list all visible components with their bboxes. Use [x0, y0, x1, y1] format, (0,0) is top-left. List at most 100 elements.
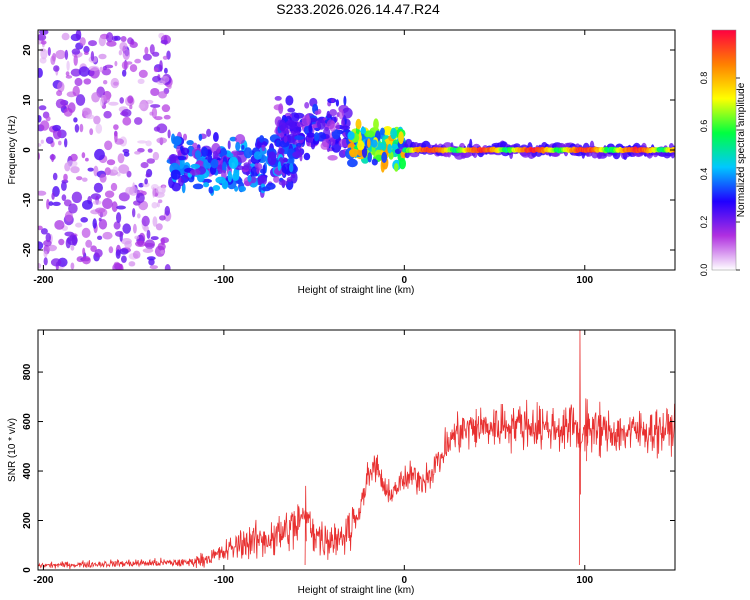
spectrogram-cell [229, 136, 237, 142]
spectrogram-cell [39, 120, 50, 131]
spectrogram-cell [259, 135, 265, 143]
spectrogram-cell [404, 152, 410, 159]
spectrogram-cell [390, 127, 397, 140]
spectrogram-cell [144, 46, 149, 55]
spectrogram-cell [293, 112, 305, 119]
spectrogram-cell [142, 53, 152, 61]
spectrogram-cell [399, 157, 406, 170]
spectrogram-cell [138, 182, 144, 188]
spectrogram-cell [52, 172, 58, 181]
snr-panel: -200 -100 0 100 0 200 400 600 800 Height of str… [7, 329, 676, 596]
spectrogram-cell [58, 140, 62, 146]
spectrogram-cell [208, 186, 214, 194]
spectrogram-cell [140, 162, 149, 169]
spectrogram-cell [68, 102, 76, 113]
spectrogram-cell [285, 119, 296, 130]
y-tick-label: -10 [22, 192, 33, 207]
snr-trace-group [38, 330, 675, 570]
y-tick-label: 0 [22, 147, 33, 153]
colorbar-tick-label: 0.0 [699, 264, 709, 277]
spectrogram-cell [68, 203, 78, 214]
spectrogram-cell [70, 68, 82, 77]
spectrogram-cell [47, 244, 57, 252]
spectrogram-cell [102, 198, 113, 209]
spectrogram-cell [118, 50, 123, 56]
x-tick-label: -200 [33, 275, 53, 286]
spectrogram-cell [127, 95, 134, 104]
spectrogram-cell [43, 257, 48, 266]
y-tick-label: 800 [22, 363, 33, 380]
spectrogram-cell [39, 57, 47, 64]
spectrogram-cell [71, 191, 83, 203]
spectrogram-cell [50, 55, 56, 65]
spectrogram-cell [52, 124, 61, 132]
spectrogram-cell [371, 139, 378, 148]
spectrogram-cell [152, 216, 158, 227]
colorbar-label: Normalized spectral amplitude [736, 82, 747, 217]
spectrogram-cell [114, 60, 118, 67]
spectrogram-cell [201, 146, 209, 157]
spectrogram-cell [129, 41, 138, 48]
spectrogram-cell [123, 151, 130, 157]
spectrogram-cell [167, 129, 171, 139]
spectrogram-cell [151, 202, 158, 209]
spectrogram-cell [228, 156, 239, 169]
colorbar-tick-label: 0.8 [699, 72, 709, 85]
spectrogram-cell [303, 152, 311, 161]
spectrogram-cell [287, 107, 296, 113]
spectrogram-cell [331, 98, 335, 103]
spectrogram-cell [99, 97, 104, 107]
spectrogram-cell [304, 102, 310, 109]
spectrogram-cell [286, 177, 293, 182]
spectrogram-cell [46, 198, 50, 210]
spectrogram-cell [380, 127, 385, 136]
spectrogram-cell [326, 113, 331, 119]
spectrogram-x-label: Height of straight line (km) [298, 285, 415, 296]
spectrogram-cell [183, 133, 187, 141]
spectrogram-cell [73, 54, 78, 66]
spectrogram-cell [64, 231, 74, 237]
spectrogram-cell [134, 151, 141, 155]
spectrogram-cell [144, 178, 148, 185]
spectrogram-cell [80, 217, 88, 223]
spectrogram-cell [398, 131, 404, 145]
spectrogram-cell [56, 90, 63, 97]
spectrogram-cell [241, 144, 245, 150]
spectrogram-cell [97, 235, 103, 240]
spectrogram-cell [167, 84, 172, 89]
spectrogram-cell [151, 107, 158, 119]
spectrogram-cell [235, 141, 241, 152]
spectrogram-cell [194, 150, 201, 159]
spectrogram-cell [357, 140, 365, 151]
spectrogram-cell [118, 192, 130, 202]
spectrogram-cell [150, 104, 161, 108]
spectrogram-cell [145, 173, 150, 178]
spectrogram-cell [254, 163, 259, 168]
spectrogram-cell [133, 223, 137, 234]
spectrogram-cell [104, 140, 113, 151]
spectrogram-cell [63, 138, 68, 148]
spectrogram-cell [116, 212, 122, 224]
spectrogram-cell [153, 67, 159, 73]
spectrogram-cell [253, 151, 262, 160]
spectrogram-cell [364, 130, 375, 138]
spectrogram-cell [63, 173, 68, 182]
spectrogram-cell [241, 165, 252, 171]
spectrogram-cell [164, 264, 171, 270]
spectrogram-cell [156, 123, 168, 134]
spectrogram-cell [61, 32, 70, 41]
spectrogram-cell [113, 221, 121, 230]
spectrogram-cell [70, 262, 75, 270]
spectrogram-cell [121, 61, 129, 70]
colorbar-frame [711, 29, 737, 271]
spectrogram-cell [367, 138, 371, 148]
snr-plot-area [38, 330, 675, 570]
spectrogram-cell [215, 176, 226, 184]
spectrogram-cell [121, 255, 127, 263]
spectrogram-frame [37, 29, 676, 271]
spectrogram-cell [95, 123, 103, 134]
spectrogram-cell [61, 181, 67, 191]
spectrogram-cell [124, 240, 132, 249]
spectrogram-cell [95, 207, 106, 214]
spectrogram-cell [74, 124, 80, 133]
